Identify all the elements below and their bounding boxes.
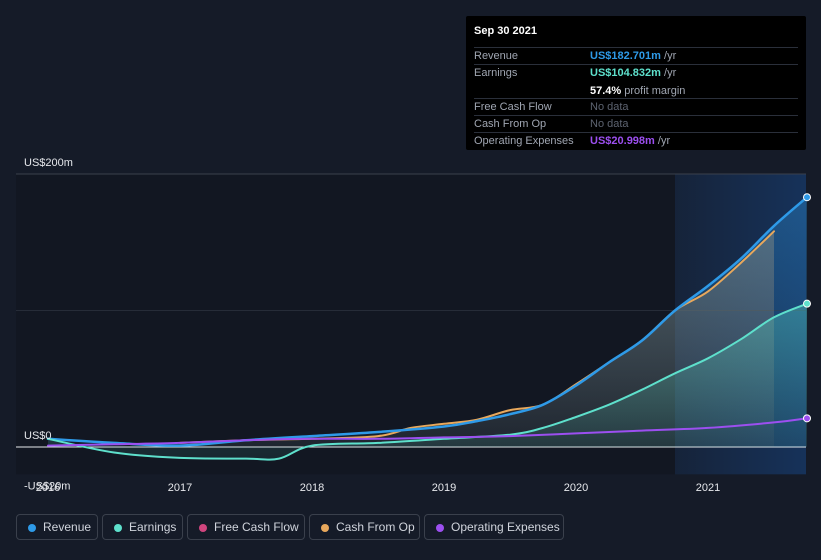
tooltip-row-label: Operating Expenses <box>474 135 574 147</box>
legend-label: Earnings <box>129 520 177 534</box>
legend-label: Operating Expenses <box>451 520 560 534</box>
tooltip-row-value: 57.4% profit margin <box>590 85 686 97</box>
x-axis-label: 2019 <box>432 482 456 494</box>
tooltip-row-label: Earnings <box>474 67 518 79</box>
legend-item-revenue[interactable]: Revenue <box>16 514 98 540</box>
tooltip-row: 57.4% profit margin <box>474 83 798 99</box>
tooltip-row-value: US$104.832m /yr <box>590 67 677 79</box>
tooltip-row: Cash From Op No data <box>474 115 798 132</box>
earnings-line <box>47 302 808 461</box>
earnings-area <box>48 303 807 460</box>
y-axis-label: -US$20m <box>24 480 70 492</box>
tooltip-row-value: No data <box>590 101 629 113</box>
tooltip-row-label: Revenue <box>474 50 519 62</box>
revenue-area <box>48 197 807 447</box>
x-axis-label: 2017 <box>168 482 192 494</box>
earnings-end-marker <box>803 299 811 308</box>
legend-dot-icon <box>321 524 329 532</box>
revenue-end-marker <box>803 193 811 202</box>
tooltip-row-value: No data <box>590 118 629 130</box>
legend-item-operating-expenses[interactable]: Operating Expenses <box>424 514 564 540</box>
legend-item-free-cash-flow[interactable]: Free Cash Flow <box>187 514 305 540</box>
legend-label: Cash From Op <box>336 520 415 534</box>
tooltip-row-label: Cash From Op <box>474 118 547 130</box>
legend-label: Free Cash Flow <box>214 520 299 534</box>
operating-expenses-end-marker <box>803 414 811 423</box>
operating-expenses-line <box>47 417 808 447</box>
legend-dot-icon <box>114 524 122 532</box>
tooltip-row: Operating Expenses US$20.998m /yr <box>474 132 798 149</box>
tooltip-row: Earnings US$104.832m /yr <box>474 64 798 81</box>
legend-dot-icon <box>436 524 444 532</box>
y-axis-label: US$200m <box>24 157 73 169</box>
x-axis-label: 2016 <box>36 482 60 494</box>
legend-item-cash-from-op[interactable]: Cash From Op <box>309 514 420 540</box>
legend-dot-icon <box>199 524 207 532</box>
legend-dot-icon <box>28 524 36 532</box>
tooltip-row-value: US$182.701m /yr <box>590 50 677 62</box>
legend-item-earnings[interactable]: Earnings <box>102 514 183 540</box>
x-axis-label: 2021 <box>696 482 720 494</box>
x-axis-label: 2018 <box>300 482 324 494</box>
tooltip-row: Free Cash Flow No data <box>474 98 798 115</box>
tooltip-row-label: Free Cash Flow <box>474 101 552 113</box>
tooltip-date: Sep 30 2021 <box>474 25 537 37</box>
x-axis-label: 2020 <box>564 482 588 494</box>
y-axis-label: US$0 <box>24 430 52 442</box>
tooltip: Sep 30 2021 Revenue US$182.701m /yr Earnin… <box>466 16 806 150</box>
tooltip-row-value: US$20.998m /yr <box>590 135 671 147</box>
tooltip-row: Revenue US$182.701m /yr <box>474 47 798 64</box>
legend-label: Revenue <box>43 520 92 534</box>
